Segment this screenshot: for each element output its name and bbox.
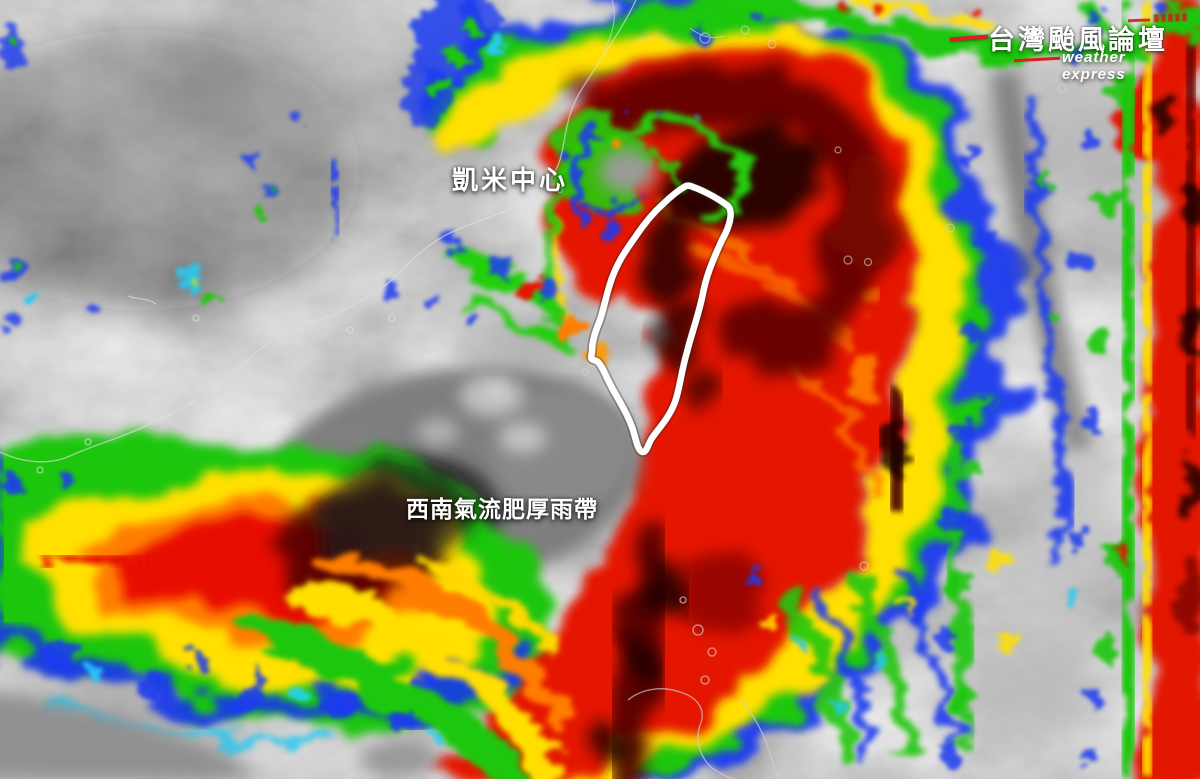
logo-red-underline (1013, 56, 1061, 63)
logo-red-dash (949, 34, 989, 42)
brand-tagline: weather express (1062, 49, 1126, 83)
island-coastlines (581, 0, 1067, 571)
mini-red-line (1127, 18, 1151, 22)
northwest-cells (0, 0, 504, 331)
luzon-coastline (627, 596, 779, 779)
cold-cloud-tops (577, 61, 913, 779)
taiwan-outline (586, 180, 736, 457)
mini-red-watermark (1127, 11, 1198, 27)
southeast-mottle (748, 442, 1016, 769)
feeder-band-streaks (243, 549, 571, 779)
east-fringe-specks (952, 151, 998, 438)
typhoon-center-label: 凱米中心 (452, 165, 569, 195)
feeder-blue-cells (190, 650, 409, 729)
brand-name: 台灣颱風論壇 (988, 25, 1168, 55)
brand-logo: 台灣颱風論壇 weather express (940, 16, 1190, 83)
typhoon-center-swirl (550, 107, 751, 238)
north-outer-band (692, 0, 1200, 64)
china-coastline (0, 0, 637, 474)
rainband-label: 西南氣流肥厚雨帶 (406, 496, 598, 522)
east-rainband (990, 0, 1200, 779)
